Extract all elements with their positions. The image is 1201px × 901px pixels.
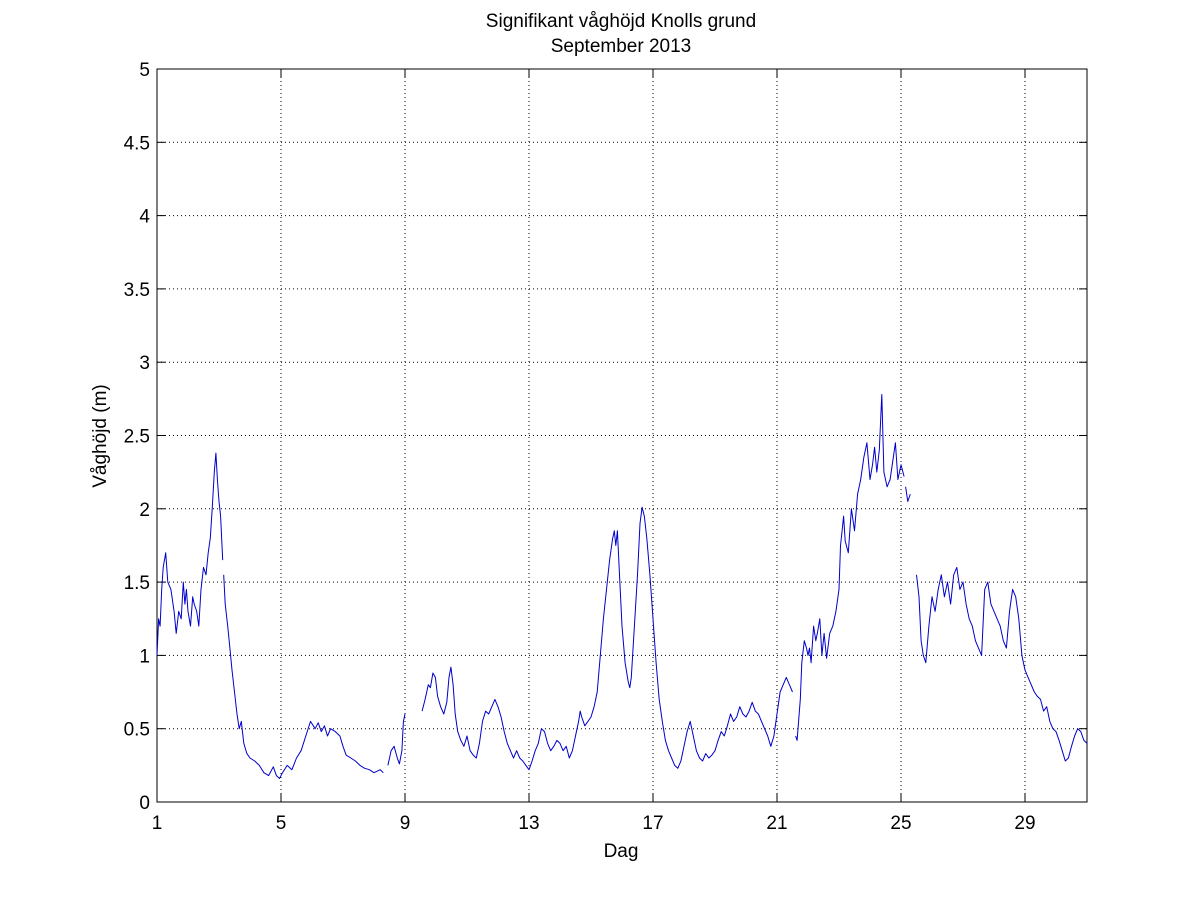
y-tick-label: 0.5: [124, 720, 150, 741]
y-tick-label: 1.5: [124, 573, 150, 594]
chart-title: Signifikant våghöjd Knolls grund: [486, 11, 756, 32]
y-tick-label: 4.5: [124, 133, 150, 154]
x-tick-label: 5: [276, 813, 287, 834]
x-tick-label: 1: [152, 813, 163, 834]
wave-height-line-segment: [223, 574, 384, 779]
x-axis-tick-labels: 1 5 9 13 17 21 25 29: [152, 813, 1036, 834]
wave-height-line-segment: [387, 713, 406, 766]
x-tick-label: 21: [766, 813, 787, 834]
wave-height-line-segment: [156, 452, 224, 656]
x-tick-label: 29: [1014, 813, 1035, 834]
wave-height-line-segment: [421, 506, 793, 771]
x-tick-label: 25: [890, 813, 911, 834]
grid-lines: [157, 69, 1087, 802]
wave-height-line-segment: [905, 486, 911, 502]
x-tick-label: 17: [642, 813, 663, 834]
y-tick-label: 0: [139, 793, 150, 814]
axis-ticks: [156, 68, 1087, 803]
y-tick-label: 5: [139, 60, 150, 81]
x-axis-label: Dag: [604, 841, 639, 862]
y-tick-label: 3.5: [124, 280, 150, 301]
y-tick-label: 2: [139, 500, 150, 521]
x-tick-label: 9: [400, 813, 411, 834]
y-axis-label: Våghöjd (m): [90, 384, 111, 488]
series-lines: [156, 394, 1088, 779]
y-tick-label: 4: [139, 207, 150, 228]
y-tick-label: 3: [139, 353, 150, 374]
y-tick-label: 2.5: [124, 427, 150, 448]
y-tick-label: 1: [139, 646, 150, 667]
wave-height-line-segment: [916, 566, 1088, 762]
wave-height-line-segment: [795, 394, 905, 741]
y-axis-tick-labels: 0 0.5 1 1.5 2 2.5 3 3.5 4 4.5 5: [124, 60, 151, 814]
x-tick-label: 13: [518, 813, 539, 834]
chart-subtitle: September 2013: [551, 36, 692, 57]
